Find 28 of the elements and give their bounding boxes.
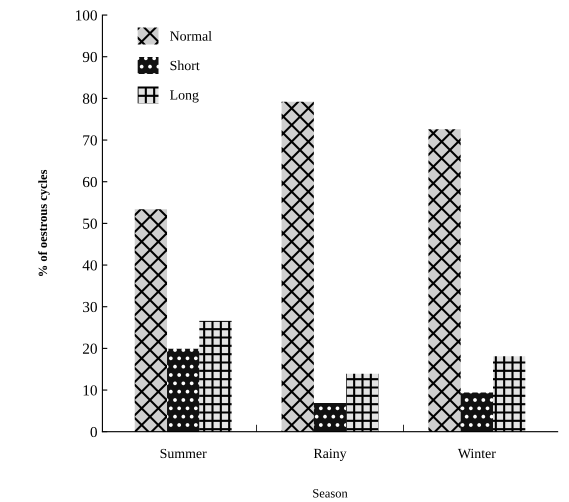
bar [428,129,461,432]
y-tick-label: 40 [82,260,97,271]
bar [167,348,200,432]
bar [314,402,346,432]
y-tick-label: 0 [90,426,97,438]
y-tick-label: 10 [84,385,97,396]
y-tick-label: 90 [82,52,97,62]
y-tick-label: 30 [83,302,97,312]
legend-label: Normal [170,30,212,41]
y-tick-label: 70 [83,135,97,146]
bar [346,374,378,432]
x-tick-label: Winter [458,448,496,458]
legend-label: Short [170,60,200,70]
x-axis-title: Season [313,489,348,498]
y-tick-label: 100 [76,10,97,21]
y-tick-label: 20 [82,344,97,354]
x-tick-label: Rainy [314,448,347,461]
y-tick-label: 50 [83,218,97,229]
y-axis-title: % of oestrous cycles [38,170,50,276]
bar [460,392,494,432]
legend-label: Long [170,90,199,102]
y-tick-label: 60 [82,176,97,188]
bar [199,320,232,432]
bar [134,209,168,432]
bar [493,356,526,432]
x-tick-label: Summer [160,448,207,458]
y-tick-label: 80 [82,94,97,104]
bar [282,102,314,432]
